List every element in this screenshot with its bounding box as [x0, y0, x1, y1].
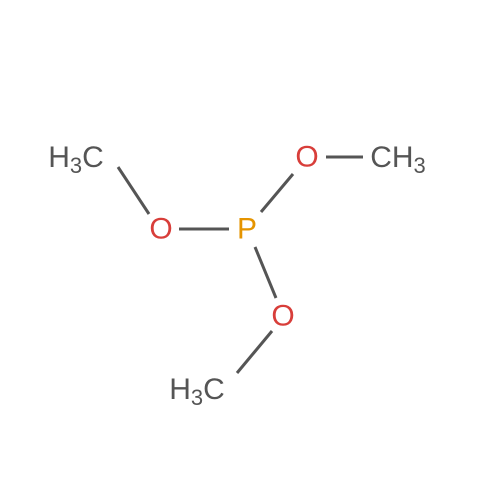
atom-oxygen: O — [149, 213, 172, 246]
atom-methyl: H3C — [48, 141, 104, 178]
chemical-structure-diagram: P O O O CH3 H3C H3C — [0, 0, 500, 500]
atom-methyl: H3C — [169, 373, 225, 410]
atom-methyl: CH3 — [370, 141, 426, 178]
bond — [118, 167, 149, 214]
atom-oxygen: O — [295, 141, 318, 174]
bond — [237, 331, 272, 373]
atom-phosphorus: P — [237, 213, 257, 246]
bond — [255, 247, 276, 298]
bond — [261, 174, 293, 212]
atom-oxygen: O — [271, 300, 294, 333]
